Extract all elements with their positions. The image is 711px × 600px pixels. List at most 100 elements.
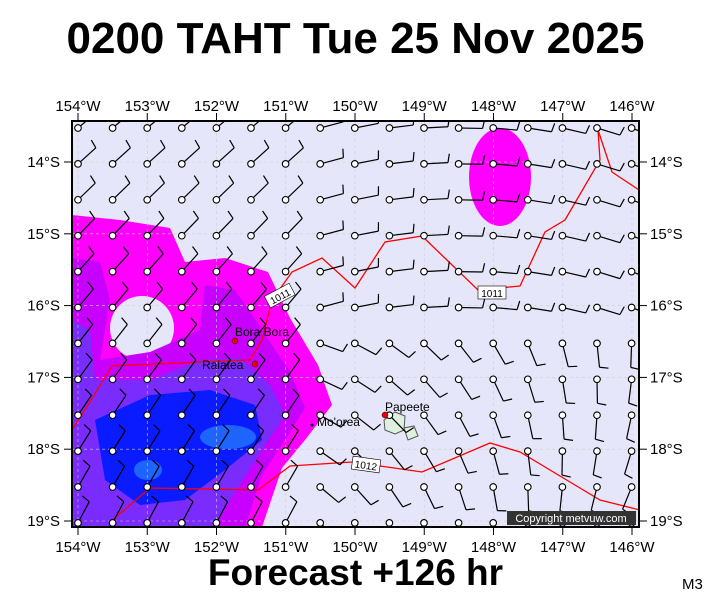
station-circle	[385, 303, 394, 312]
station-circle	[143, 195, 152, 204]
wind-barb	[624, 447, 636, 479]
wind-barb	[316, 184, 344, 204]
wind-barb	[281, 281, 302, 312]
wind-barb	[627, 195, 639, 204]
wind-barb	[350, 186, 380, 204]
station-circle	[316, 483, 325, 491]
station-circle	[143, 411, 152, 420]
wind-barb	[489, 447, 509, 475]
wind-barb	[489, 483, 507, 512]
wind-barb	[627, 375, 638, 407]
wind-barb	[593, 411, 605, 443]
station-circle	[74, 160, 82, 168]
station-circle	[108, 160, 117, 168]
station-circle	[350, 124, 359, 132]
wind-barb	[316, 483, 347, 503]
wind-barb	[74, 175, 96, 204]
wind-barb	[385, 259, 415, 276]
station-circle	[316, 447, 325, 455]
wind-barb	[247, 139, 270, 168]
station-circle	[212, 195, 221, 204]
wind-barb	[454, 411, 479, 437]
station-circle	[350, 447, 359, 455]
station-circle	[454, 339, 463, 348]
latitude-label: 14°S	[650, 154, 683, 171]
wind-barb	[74, 281, 94, 312]
station-circle	[627, 447, 636, 455]
wind-barb	[350, 293, 380, 312]
station-circle	[177, 375, 186, 384]
wind-barb	[385, 375, 416, 396]
wind-barb	[593, 375, 607, 406]
wind-barb	[489, 121, 521, 132]
station-circle	[247, 483, 255, 491]
station-circle	[523, 483, 532, 491]
station-circle	[281, 483, 290, 491]
station-circle	[350, 375, 359, 384]
wind-barb	[627, 124, 639, 132]
wind-barb	[247, 175, 269, 204]
wind-barb	[420, 411, 447, 436]
longitude-label: 150°W	[332, 539, 378, 556]
station-circle	[281, 124, 290, 132]
station-circle	[558, 195, 567, 204]
isobar-1011	[72, 129, 639, 431]
wind-barb	[627, 339, 639, 371]
station-circle	[143, 160, 152, 168]
wind-barb	[626, 411, 636, 443]
latitude-label: 17°S	[27, 369, 60, 386]
wind-barb	[454, 191, 486, 204]
wind-barb	[592, 447, 602, 479]
wind-barb	[454, 227, 486, 240]
wind-barb	[281, 139, 304, 168]
wind-barb	[454, 299, 486, 312]
station-circle	[143, 483, 152, 491]
station-circle	[420, 124, 428, 132]
wind-barb	[281, 388, 300, 420]
station-circle	[247, 411, 255, 420]
wind-barb	[281, 246, 303, 276]
wind-barb	[420, 447, 446, 473]
wind-barb	[523, 159, 556, 169]
wind-barb	[385, 339, 416, 358]
wind-barb	[247, 281, 267, 312]
wind-barb	[177, 495, 194, 527]
station-circle	[420, 447, 428, 455]
station-circle	[593, 339, 601, 348]
station-circle	[316, 411, 325, 420]
station-circle	[316, 195, 325, 204]
wind-barb	[316, 256, 344, 276]
station-circle	[627, 267, 636, 276]
station-circle	[489, 519, 498, 527]
wind-barb	[489, 300, 521, 312]
station-circle	[212, 267, 221, 276]
station-circle	[454, 124, 463, 132]
wind-barb	[212, 121, 226, 132]
station-circle	[316, 519, 325, 527]
longitude-label: 151°W	[263, 98, 309, 115]
wind-barb	[385, 121, 415, 132]
wind-barb	[316, 292, 344, 312]
wind-barb	[108, 210, 130, 240]
station-circle	[454, 375, 463, 384]
wind-barb	[143, 281, 164, 312]
longitude-label: 147°W	[540, 98, 586, 115]
station-circle	[350, 195, 359, 204]
station-circle	[593, 195, 601, 204]
station-circle	[108, 483, 117, 491]
wind-barb	[74, 424, 92, 455]
station-circle	[212, 231, 221, 240]
station-circle	[247, 303, 255, 312]
isobar-label: 1011	[481, 289, 503, 300]
station-circle	[558, 375, 567, 384]
station-circle	[454, 231, 463, 240]
wind-barb	[247, 352, 266, 384]
wind-barb	[143, 388, 162, 420]
station-circle	[247, 267, 255, 276]
wind-barb	[454, 447, 477, 474]
wind-barb	[74, 246, 95, 276]
station-circle	[385, 160, 394, 168]
wind-barb	[108, 121, 122, 132]
wind-barb	[212, 281, 233, 312]
station-circle	[143, 339, 152, 348]
